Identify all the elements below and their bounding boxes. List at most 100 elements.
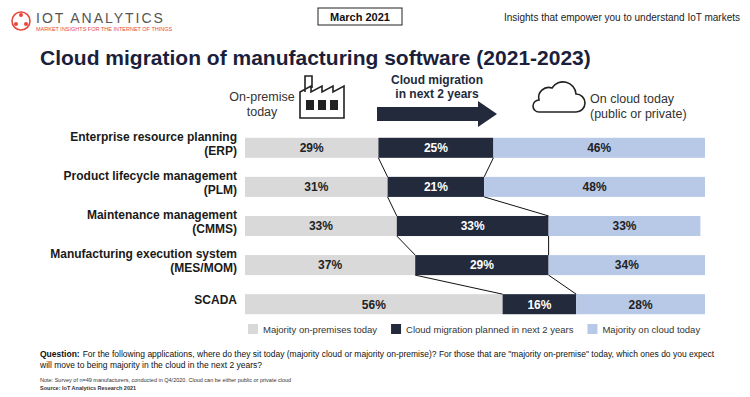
data-label: 33% (612, 219, 636, 233)
bar (484, 177, 705, 197)
connector (415, 275, 502, 294)
tick-label-line: (CMMS) (192, 222, 237, 236)
bar (245, 138, 378, 158)
factory-window (330, 100, 338, 110)
data-label: 16% (527, 298, 551, 312)
tick: Maintenance management(CMMS) (87, 208, 237, 236)
bar (245, 294, 503, 314)
legend-label: Majority on cloud today (602, 324, 700, 335)
tick-label: Maintenance management(CMMS) (87, 208, 237, 236)
connector (397, 236, 415, 255)
tick-label-line: (PLM) (204, 183, 237, 197)
bar (415, 255, 548, 275)
tick-label-line: Product lifecycle management (64, 169, 237, 183)
bar (549, 216, 701, 236)
annotation: Cloud migration (391, 73, 483, 87)
logo-text: IOT ANALYTICS (36, 10, 165, 26)
connector (484, 158, 493, 177)
factory-window (318, 100, 326, 110)
connectors (378, 158, 576, 294)
tick: Product lifecycle management(PLM) (64, 169, 237, 197)
bar (397, 216, 549, 236)
legend-swatch (248, 324, 258, 334)
data-label: 31% (304, 180, 328, 194)
bar (576, 294, 705, 314)
chart-container: IOT ANALYTICSMARKET INSIGHTS FOR THE INT… (0, 0, 750, 397)
data-label: 21% (424, 180, 448, 194)
legend-item: Majority on cloud today (587, 324, 700, 335)
legend: Majority on-premises today Cloud migratio… (248, 324, 700, 335)
tick-label-line: SCADA (194, 293, 237, 307)
series (378, 138, 576, 314)
plot-area (245, 138, 705, 314)
legend-label: Cloud migration planned in next 2 years (406, 324, 574, 335)
question-label: Question: (40, 349, 80, 359)
series (245, 138, 503, 314)
connector (378, 158, 387, 177)
question-text: For the following applications, where do… (83, 349, 715, 359)
data-label: 29% (470, 258, 494, 272)
legend-swatch (391, 324, 401, 334)
annotation: On cloud today (590, 92, 675, 106)
data-label: 34% (615, 258, 639, 272)
tick-label-line: (MES/MOM) (170, 261, 237, 275)
connector (388, 197, 397, 216)
logo-icon (12, 12, 30, 30)
factory-window (306, 100, 314, 110)
tick: Manufacturing execution system(MES/MOM) (50, 247, 237, 275)
question-text: will move to being majority in the cloud… (39, 360, 262, 370)
annotation: today (247, 105, 278, 119)
y-axis: Enterprise resource planning(ERP) Product… (50, 130, 237, 307)
connector (484, 197, 548, 216)
question: will move to being majority in the cloud… (39, 360, 262, 370)
data-label: 37% (318, 258, 342, 272)
tick-label: Manufacturing execution system(MES/MOM) (50, 247, 237, 275)
data-labels: 29%31%33%37%56%25%21%33%29%16%46%48%33%3… (300, 141, 653, 311)
data-label: 28% (629, 298, 653, 312)
data-label: 33% (309, 219, 333, 233)
logo-ring (12, 12, 30, 30)
annotation: On-premise (229, 90, 294, 104)
question: Question:For the following applications,… (40, 349, 715, 359)
date: March 2021 (330, 11, 390, 23)
background (0, 0, 750, 397)
legend-item: Cloud migration planned in next 2 years (391, 324, 574, 335)
arrow (377, 101, 497, 127)
legend-swatch (587, 324, 597, 334)
slogan: Insights that empower you to understand … (504, 12, 740, 23)
tick-label-line: Maintenance management (87, 208, 237, 222)
bar (245, 216, 397, 236)
bar (503, 294, 577, 314)
tick-label-line: Enterprise resource planning (70, 130, 237, 144)
date-box (318, 8, 402, 25)
factory-icon (300, 76, 344, 118)
legend-item: Majority on-premises today (248, 324, 377, 335)
bar (245, 177, 388, 197)
tick-label-line: Manufacturing execution system (50, 247, 237, 261)
bar (493, 138, 705, 158)
logo-tagline: MARKET INSIGHTS FOR THE INTERNET OF THIN… (36, 26, 173, 32)
annotation: (public or private) (590, 107, 687, 121)
series (484, 138, 705, 314)
tick: Enterprise resource planning(ERP) (70, 130, 237, 158)
legend-label: Majority on-premises today (263, 324, 377, 335)
data-label: 25% (424, 141, 448, 155)
tick-label: SCADA (194, 293, 237, 307)
connector (549, 275, 577, 294)
logo-dot (19, 13, 23, 17)
bar (245, 255, 415, 275)
source: Source: IoT Analytics Research 2021 (40, 385, 136, 391)
data-label: 56% (362, 298, 386, 312)
data-label: 33% (461, 219, 485, 233)
bar (549, 255, 705, 275)
tick-label: Product lifecycle management(PLM) (64, 169, 237, 197)
bar (378, 138, 493, 158)
tick-label: Enterprise resource planning(ERP) (70, 130, 237, 158)
data-label: 46% (587, 141, 611, 155)
bar (388, 177, 485, 197)
connector (548, 236, 549, 255)
tick: SCADA (194, 293, 237, 307)
logo-dot (24, 22, 28, 26)
chart-svg: IOT ANALYTICSMARKET INSIGHTS FOR THE INT… (0, 0, 750, 397)
logo-dot (14, 22, 18, 26)
